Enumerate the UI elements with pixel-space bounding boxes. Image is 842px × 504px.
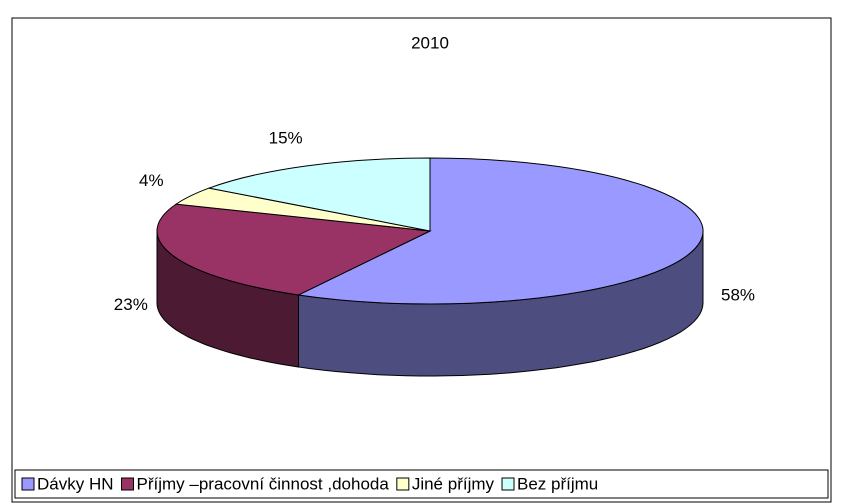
legend-label: Bez příjmu [517, 474, 598, 493]
legend-swatch [396, 477, 410, 491]
legend-label: Jiné příjmy [412, 474, 495, 493]
legend-swatch [21, 477, 35, 491]
data-label: 23% [114, 295, 148, 314]
legend-label: Příjmy –pracovní činnost ,dohoda [137, 474, 390, 493]
legend-label: Dávky HN [37, 474, 114, 493]
slice [207, 157, 431, 232]
data-label: 4% [139, 171, 164, 190]
slice [296, 157, 704, 305]
chart-title: 2010 [411, 33, 449, 52]
data-label: 15% [269, 129, 303, 148]
slice [156, 203, 432, 296]
legend-swatch [501, 477, 515, 491]
data-label: 58% [721, 286, 755, 305]
legend-box [14, 469, 829, 499]
legend-swatch [121, 477, 135, 491]
